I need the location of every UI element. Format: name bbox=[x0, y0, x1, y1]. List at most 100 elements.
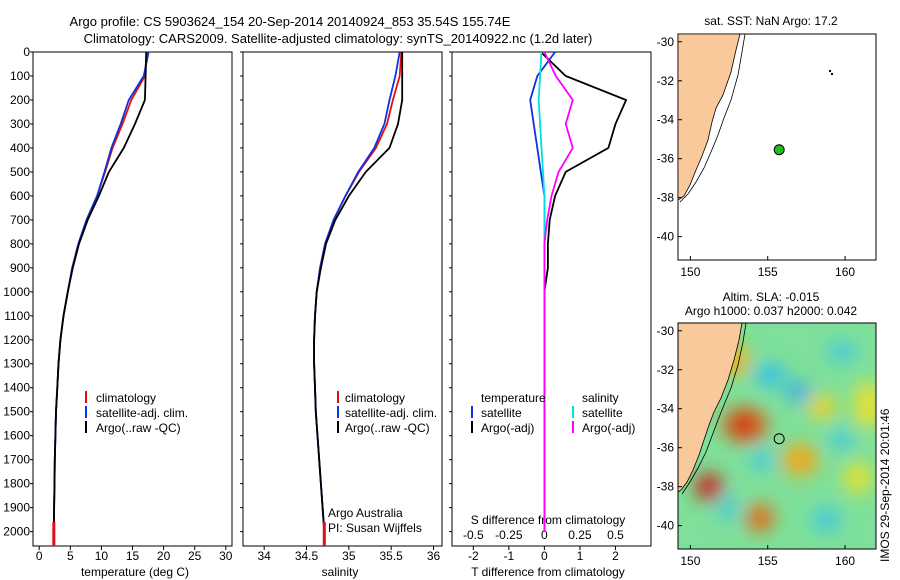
temperature-legend: climatology satellite-adj. clim. Argo(..… bbox=[85, 391, 188, 435]
legend-t-argo: Argo(-adj) bbox=[481, 421, 534, 435]
x-tick-label: -1 bbox=[504, 549, 515, 563]
sst-shelf-contour bbox=[679, 34, 746, 203]
sla-map-title2: Argo h1000: 0.037 h2000: 0.042 bbox=[685, 304, 857, 318]
depth-tick-label: 300 bbox=[10, 117, 30, 131]
lon-tick-label: 155 bbox=[758, 265, 778, 279]
x-tick-label: 0 bbox=[541, 549, 548, 563]
sla-anomaly bbox=[782, 444, 818, 476]
sla-shelf-contour bbox=[681, 323, 747, 495]
lat-tick-label: -36 bbox=[657, 441, 675, 455]
difference-xlabel: T difference from climatology bbox=[471, 565, 625, 579]
temperature-profiles bbox=[52, 52, 150, 546]
sla-anomaly bbox=[812, 508, 840, 532]
legend-salinity-title: salinity bbox=[582, 391, 619, 405]
depth-tick-label: 1800 bbox=[3, 477, 30, 491]
depth-tick-label: 100 bbox=[10, 69, 30, 83]
x-tick-label: 20 bbox=[157, 549, 171, 563]
temperature-xlabel: temperature (deg C) bbox=[81, 565, 189, 579]
difference-profiles bbox=[529, 52, 628, 532]
sla-anomaly bbox=[830, 430, 854, 450]
sst-coast-land bbox=[678, 34, 741, 201]
lon-tick-label: 160 bbox=[835, 554, 855, 568]
lon-tick-label: 150 bbox=[680, 265, 700, 279]
legend-s-argo: Argo(-adj) bbox=[582, 421, 635, 435]
salinity-profiles bbox=[313, 52, 404, 546]
pi-note: PI: Susan Wijffels bbox=[328, 521, 422, 535]
lat-tick-label: -34 bbox=[657, 402, 675, 416]
depth-tick-label: 1500 bbox=[3, 405, 30, 419]
temperature-panel bbox=[32, 51, 233, 547]
s-tick-label: -0.5 bbox=[463, 528, 484, 542]
sla-anomaly bbox=[754, 363, 786, 387]
island-mark bbox=[831, 73, 833, 75]
series-line bbox=[313, 52, 404, 532]
depth-tick-label: 1300 bbox=[3, 357, 30, 371]
lat-tick-label: -32 bbox=[657, 74, 675, 88]
lat-tick-label: -32 bbox=[657, 363, 675, 377]
lat-tick-label: -30 bbox=[657, 324, 675, 338]
argo-float-marker bbox=[773, 144, 785, 156]
depth-tick-label: 1100 bbox=[4, 309, 30, 323]
imos-timestamp: IMOS 29-Sep-2014 20:01:46 bbox=[878, 408, 892, 562]
sla-anomaly bbox=[746, 504, 774, 532]
sst-map-points bbox=[773, 144, 785, 156]
argo-australia-note: Argo Australia bbox=[328, 506, 403, 520]
depth-tick-label: 1600 bbox=[3, 429, 30, 443]
x-tick-label: 35 bbox=[342, 549, 356, 563]
depth-tick-label: 500 bbox=[10, 165, 30, 179]
x-tick-label: 0 bbox=[36, 549, 43, 563]
depth-axis: 0 100 200 300 400 500 600 700 800 900 1000 1100 1200… bbox=[3, 45, 452, 539]
depth-tick-label: 900 bbox=[10, 261, 30, 275]
depth-tick-label: 1200 bbox=[3, 333, 30, 347]
s-tick-label: 0.25 bbox=[568, 528, 592, 542]
depth-tick-label: 200 bbox=[10, 93, 30, 107]
depth-tick-label: 400 bbox=[10, 141, 30, 155]
lat-tick-label: -40 bbox=[657, 519, 675, 533]
legend-argo: Argo(..raw -QC) bbox=[345, 421, 430, 435]
x-tick-label: 25 bbox=[188, 549, 202, 563]
sla-anomaly bbox=[695, 473, 723, 501]
legend-satellite: satellite-adj. clim. bbox=[345, 406, 437, 420]
lat-tick-label: -38 bbox=[657, 191, 675, 205]
x-tick-label: 34.5 bbox=[295, 549, 319, 563]
legend-temperature-title: temperature bbox=[481, 391, 546, 405]
sla-anomaly bbox=[808, 395, 836, 419]
series-line bbox=[543, 52, 574, 532]
sla-anomaly bbox=[844, 462, 872, 494]
depth-tick-label: 1000 bbox=[3, 285, 30, 299]
difference-panel bbox=[451, 51, 652, 547]
figure-title-line2: Climatology: CARS2009. Satellite-adjuste… bbox=[84, 31, 593, 46]
sla-anomalies bbox=[695, 342, 876, 532]
legend-climatology: climatology bbox=[345, 391, 405, 405]
difference-legend: temperature satellite Argo(-adj) salinit… bbox=[471, 391, 635, 435]
x-tick-label: 1 bbox=[577, 549, 584, 563]
sst-map-title: sat. SST: NaN Argo: 17.2 bbox=[704, 14, 838, 28]
lat-tick-label: -38 bbox=[657, 480, 675, 494]
sla-map-points bbox=[773, 433, 785, 445]
salinity-xlabel: salinity bbox=[322, 565, 359, 579]
sla-anomaly bbox=[750, 450, 774, 470]
lat-tick-label: -36 bbox=[657, 152, 675, 166]
sla-coast-land bbox=[678, 323, 743, 493]
sst-map-land bbox=[678, 34, 833, 203]
salinity-x-axis: 34 34.5 35 35.5 36 bbox=[257, 546, 441, 563]
sla-anomaly bbox=[732, 417, 752, 433]
sla-map-title1: Altim. SLA: -0.015 bbox=[723, 290, 820, 304]
legend-climatology: climatology bbox=[96, 391, 156, 405]
lon-tick-label: 155 bbox=[758, 554, 778, 568]
lon-tick-label: 150 bbox=[680, 554, 700, 568]
argo-float-marker bbox=[773, 433, 785, 445]
lon-tick-label: 160 bbox=[835, 265, 855, 279]
x-tick-label: 30 bbox=[219, 549, 233, 563]
sla-anomaly bbox=[854, 381, 876, 429]
depth-tick-label: 800 bbox=[10, 237, 30, 251]
difference-top-label: S difference from climatology bbox=[471, 513, 626, 527]
sla-anomaly bbox=[718, 496, 738, 520]
x-tick-label: 36 bbox=[427, 549, 441, 563]
depth-tick-label: 1400 bbox=[3, 381, 30, 395]
sla-anomaly bbox=[828, 342, 856, 362]
island-mark bbox=[829, 70, 831, 72]
difference-x-axis: -2 -1 0 1 2 -0.5 -0.25 0 0.25 0.5 bbox=[463, 528, 624, 563]
x-tick-label: 15 bbox=[126, 549, 140, 563]
